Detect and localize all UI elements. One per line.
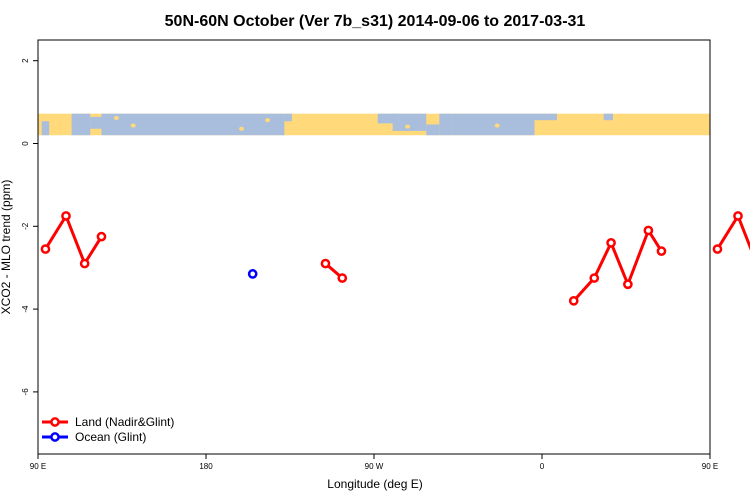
data-point [656,246,667,256]
data-point [247,269,258,279]
data-point [589,273,600,283]
data-point [733,211,743,221]
series-line [716,212,750,251]
legend: Land (Nadir&Glint)Ocean (Glint) [42,415,174,444]
data-point [40,244,51,254]
y-tick-label: -4 [21,305,30,313]
data-point [96,231,107,242]
x-tick-label: 90 E [30,462,46,471]
y-tick-label: 2 [21,58,30,63]
chart-title: 50N-60N October (Ver 7b_s31) 2014-09-06 … [165,13,586,30]
y-tick-label: -2 [21,222,30,230]
x-tick-label: 0 [540,462,545,471]
data-point [623,279,633,290]
legend-swatch-marker [50,417,60,427]
y-axis-label: XCO2 - MLO trend (ppm) [0,180,13,315]
y-axis: 2 0 -2 -4 -6 [21,58,38,396]
map-island [130,123,136,128]
map-island [405,124,411,129]
map-ocean-region [603,113,613,121]
map-strip [38,113,710,136]
map-ocean-region [426,124,440,136]
data-point [79,258,90,269]
legend-label: Land (Nadir&Glint) [75,415,174,429]
map-island [494,123,500,128]
map-ocean-region [377,113,397,124]
y-tick-label: 0 [21,141,30,146]
series-ocean [247,269,258,279]
x-tick-label: 180 [199,462,213,471]
data-point [568,295,579,306]
map-ocean-region [534,113,557,121]
map-ocean-region [90,116,102,129]
x-axis: 90 E 180 90 W 0 90 E [30,454,718,471]
map-ocean-region [71,113,91,136]
legend-swatch-marker [50,432,60,442]
data-point [643,225,654,236]
map-ocean-region [439,113,453,136]
data-point [337,273,348,283]
map-ocean-region [284,113,292,122]
map-island [238,126,244,131]
map-island [113,115,119,120]
map-ocean-region [392,113,427,131]
legend-label: Ocean (Glint) [75,430,146,444]
map-ocean-region [41,121,50,136]
y-tick-label: -6 [21,388,30,396]
map-island [265,118,271,123]
data-point [61,211,71,221]
x-axis-label: Longitude (deg E) [327,477,422,491]
map-ocean-region [101,113,285,136]
x-tick-label: 90 W [365,462,384,471]
series-layer [40,211,750,306]
data-point [606,238,616,248]
data-point [320,258,331,269]
map-island [429,117,435,122]
series-land [40,211,750,306]
map-ocean-region [452,113,535,136]
data-point [712,244,723,254]
series-line [44,212,103,267]
series-line [572,227,663,302]
x-tick-label: 90 E [702,462,718,471]
